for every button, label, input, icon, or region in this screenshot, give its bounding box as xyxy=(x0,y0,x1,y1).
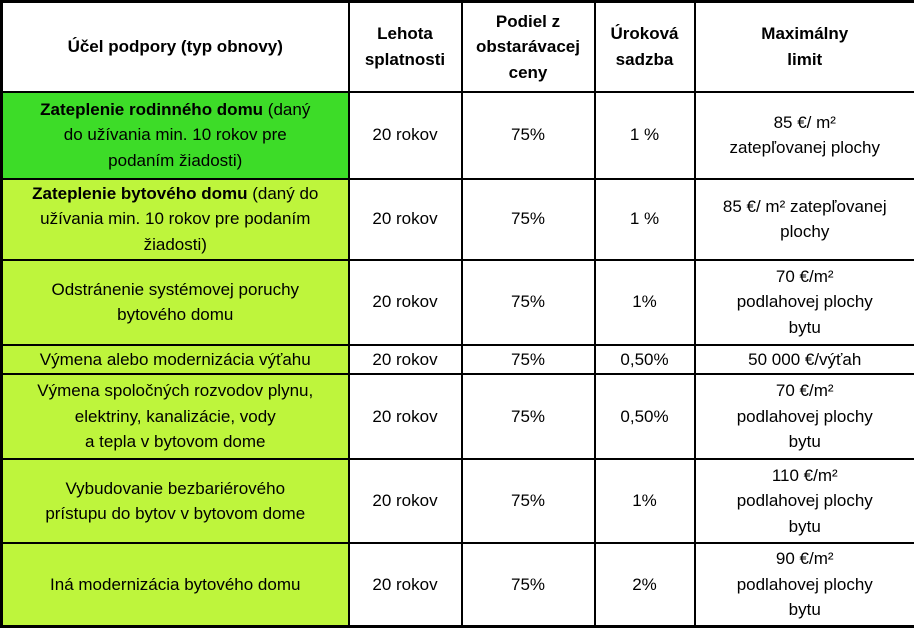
purpose-cell: Zateplenie bytového domu (daný do užívan… xyxy=(2,179,349,260)
rate-cell: 1 % xyxy=(595,179,695,260)
maturity-cell: 20 rokov xyxy=(349,543,462,626)
purpose-text: Odstránenie systémovej poruchy bytového … xyxy=(51,280,299,325)
limit-cell: 50 000 €/výťah xyxy=(695,345,914,375)
rate-cell: 1% xyxy=(595,459,695,543)
maturity-cell: 20 rokov xyxy=(349,260,462,345)
rate-cell: 1 % xyxy=(595,92,695,179)
purpose-text: Výmena alebo modernizácia výťahu xyxy=(40,350,311,369)
limit-cell: 110 €/m² podlahovej plochy bytu xyxy=(695,459,914,543)
table-row: Výmena alebo modernizácia výťahu 20 roko… xyxy=(2,345,914,375)
rate-cell: 1% xyxy=(595,260,695,345)
limit-cell: 85 €/ m² zatepľovanej plochy xyxy=(695,179,914,260)
limit-cell: 85 €/ m² zatepľovanej plochy xyxy=(695,92,914,179)
table-row: Iná modernizácia bytového domu 20 rokov … xyxy=(2,543,914,626)
purpose-cell: Výmena alebo modernizácia výťahu xyxy=(2,345,349,375)
rate-cell: 0,50% xyxy=(595,345,695,375)
purpose-cell: Zateplenie rodinného domu (daný do užíva… xyxy=(2,92,349,179)
purpose-text: Iná modernizácia bytového domu xyxy=(50,575,300,594)
maturity-cell: 20 rokov xyxy=(349,179,462,260)
rate-cell: 2% xyxy=(595,543,695,626)
rate-cell: 0,50% xyxy=(595,374,695,459)
purpose-cell: Výmena spoločných rozvodov plynu, elektr… xyxy=(2,374,349,459)
table-row: Zateplenie rodinného domu (daný do užíva… xyxy=(2,92,914,179)
share-cell: 75% xyxy=(462,92,595,179)
limit-cell: 90 €/m² podlahovej plochy bytu xyxy=(695,543,914,626)
purpose-text: Vybudovanie bezbariérového prístupu do b… xyxy=(45,479,305,524)
header-limit: Maximálny limit xyxy=(695,2,914,92)
maturity-cell: 20 rokov xyxy=(349,374,462,459)
header-share: Podiel z obstarávacej ceny xyxy=(462,2,595,92)
limit-cell: 70 €/m² podlahovej plochy bytu xyxy=(695,260,914,345)
purpose-bold-text: Zateplenie bytového domu xyxy=(32,184,247,203)
purpose-cell: Iná modernizácia bytového domu xyxy=(2,543,349,626)
table-row: Odstránenie systémovej poruchy bytového … xyxy=(2,260,914,345)
table-row: Výmena spoločných rozvodov plynu, elektr… xyxy=(2,374,914,459)
share-cell: 75% xyxy=(462,179,595,260)
purpose-cell: Odstránenie systémovej poruchy bytového … xyxy=(2,260,349,345)
maturity-cell: 20 rokov xyxy=(349,459,462,543)
header-purpose: Účel podpory (typ obnovy) xyxy=(2,2,349,92)
header-maturity: Lehota splatnosti xyxy=(349,2,462,92)
share-cell: 75% xyxy=(462,260,595,345)
table-row: Zateplenie bytového domu (daný do užívan… xyxy=(2,179,914,260)
maturity-cell: 20 rokov xyxy=(349,92,462,179)
header-row: Účel podpory (typ obnovy) Lehota splatno… xyxy=(2,2,914,92)
table-row: Vybudovanie bezbariérového prístupu do b… xyxy=(2,459,914,543)
share-cell: 75% xyxy=(462,345,595,375)
purpose-cell: Vybudovanie bezbariérového prístupu do b… xyxy=(2,459,349,543)
share-cell: 75% xyxy=(462,459,595,543)
purpose-text: Výmena spoločných rozvodov plynu, elektr… xyxy=(37,381,313,451)
share-cell: 75% xyxy=(462,374,595,459)
maturity-cell: 20 rokov xyxy=(349,345,462,375)
header-rate: Úroková sadzba xyxy=(595,2,695,92)
limit-cell: 70 €/m² podlahovej plochy bytu xyxy=(695,374,914,459)
share-cell: 75% xyxy=(462,543,595,626)
purpose-bold-text: Zateplenie rodinného domu xyxy=(40,100,263,119)
